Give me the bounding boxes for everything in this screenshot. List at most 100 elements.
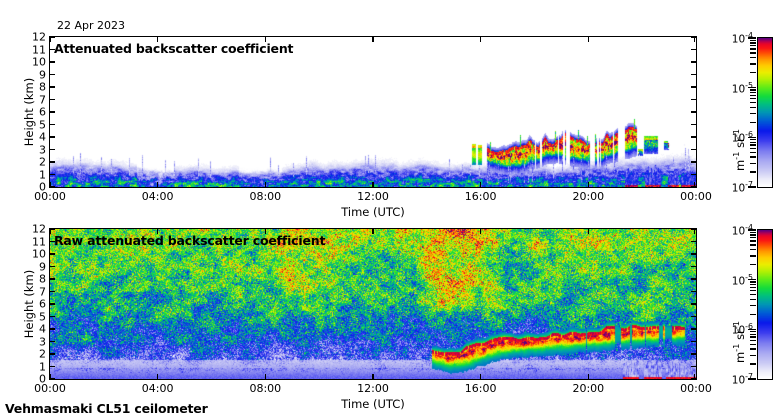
- colorbar-tick-label-1-0: 10-4: [731, 222, 753, 238]
- colorbar-minor-tick-0-2-3: [750, 162, 756, 164]
- colorbar-minor-tick-1-0-3: [750, 255, 756, 257]
- colorbar-major-tick-0-1: [748, 87, 756, 89]
- y-tick-label-1-2: 2: [39, 347, 46, 361]
- x-tick-label-1-6: 00:00: [680, 382, 712, 395]
- colorbar-minor-tick-1-1-2: [750, 313, 756, 316]
- x-tick-label-1-4: 16:00: [464, 382, 497, 395]
- y-tick-label-1-0: 0: [39, 372, 46, 386]
- colorbar-minor-tick-1-1-3: [750, 305, 756, 307]
- colorbar-minor-tick-0-0-9: [750, 39, 756, 41]
- colorbar-tick-label-1-2: 10-6: [731, 322, 753, 337]
- colorbar-minor-tick-0-1-4: [750, 106, 756, 109]
- colorbar-minor-tick-0-0-8: [750, 42, 756, 44]
- colorbar-minor-tick-1-0-7: [750, 237, 756, 239]
- colorbar-major-tick-1-0: [748, 229, 756, 231]
- y-axis-label-bottom: Height (km): [22, 269, 36, 339]
- x-tick-label-1-3: 12:00: [357, 382, 389, 395]
- x-tick-label-0-2: 08:00: [249, 190, 282, 203]
- y-tick-label-0-10: 10: [32, 55, 46, 69]
- colorbar-tick-label-0-3: 10-7: [731, 179, 753, 195]
- colorbar-minor-tick-1-2-3: [750, 354, 756, 356]
- colorbar-minor-tick-0-1-9: [750, 89, 756, 91]
- colorbar-unit-label-1: m-1 sr-1: [731, 320, 747, 364]
- colorbar-minor-tick-0-0-5: [750, 52, 756, 54]
- colorbar-minor-tick-0-1-7: [750, 94, 756, 97]
- x-tick-label-1-2: 08:00: [249, 382, 282, 395]
- colorbar-minor-tick-0-2-7: [750, 144, 756, 146]
- footer-caption: Vehmasmaki CL51 ceilometer: [5, 401, 208, 416]
- x-tick-label-1-5: 20:00: [572, 382, 605, 395]
- colorbar-minor-tick-1-2-6: [750, 339, 756, 342]
- colorbar-minor-tick-1-1-5: [750, 294, 756, 296]
- colorbar-unit-label-0: m-1 sr-1: [731, 128, 747, 172]
- colorbar-minor-tick-1-1-4: [750, 298, 756, 301]
- colorbar-minor-tick-0-2-5: [750, 151, 756, 153]
- colorbar-minor-tick-0-0-7: [750, 45, 756, 47]
- colorbar-top: [757, 37, 773, 188]
- x-axis-label-top: Time (UTC): [341, 205, 405, 219]
- colorbar-minor-tick-1-1-9: [750, 281, 756, 283]
- y-tick-label-1-1: 1: [39, 360, 46, 373]
- colorbar-minor-tick-1-2-8: [750, 333, 756, 335]
- colorbar-minor-tick-1-1-6: [750, 290, 756, 292]
- colorbar-minor-tick-0-2-2: [750, 171, 756, 173]
- colorbar-tick-label-1-3: 10-7: [731, 371, 753, 387]
- heatmap-raw-attenuated-backscatter: [50, 229, 696, 379]
- colorbar-major-tick-1-1: [748, 279, 756, 281]
- y-tick-label-0-1: 1: [39, 168, 46, 181]
- colorbar-minor-tick-0-2-4: [750, 156, 756, 158]
- colorbar-minor-tick-1-0-5: [750, 244, 756, 246]
- colorbar-minor-tick-0-2-6: [750, 147, 756, 150]
- y-tick-label-0-11: 11: [32, 43, 46, 56]
- colorbar-minor-tick-0-1-6: [750, 98, 756, 100]
- colorbar-minor-tick-1-0-4: [750, 249, 756, 251]
- y-tick-label-0-12: 12: [32, 30, 46, 44]
- x-tick-label-1-0: 00:00: [34, 382, 66, 395]
- date-label: 22 Apr 2023: [57, 19, 126, 32]
- x-tick-label-0-1: 04:00: [141, 190, 174, 203]
- colorbar-minor-tick-1-1-8: [750, 283, 756, 286]
- y-axis-label-top: Height (km): [22, 77, 36, 147]
- colorbar-major-tick-1-2: [748, 328, 756, 331]
- colorbar-minor-tick-1-2-5: [750, 343, 756, 345]
- colorbar-minor-tick-1-2-9: [750, 331, 756, 333]
- colorbar-minor-tick-1-1-7: [750, 286, 756, 289]
- colorbar-minor-tick-0-1-2: [750, 121, 756, 124]
- colorbar-major-tick-0-3: [748, 186, 756, 188]
- colorbar-minor-tick-1-0-2: [750, 264, 756, 266]
- colorbar-minor-tick-1-2-2: [750, 363, 756, 365]
- x-axis-label-bottom: Time (UTC): [341, 397, 405, 411]
- colorbar-tick-label-1-1: 10-5: [731, 272, 753, 287]
- colorbar-minor-tick-0-1-3: [750, 113, 756, 115]
- colorbar-major-tick-0-2: [748, 136, 756, 139]
- colorbar-minor-tick-1-0-8: [750, 234, 756, 236]
- colorbar-minor-tick-0-0-3: [750, 63, 756, 65]
- x-tick-label-0-3: 12:00: [357, 190, 389, 203]
- y-tick-label-1-11: 11: [32, 235, 46, 248]
- colorbar-tick-label-0-1: 10-5: [731, 80, 753, 95]
- y-tick-label-0-0: 0: [39, 180, 46, 194]
- x-tick-label-0-0: 00:00: [34, 190, 66, 203]
- x-tick-label-0-5: 20:00: [572, 190, 605, 203]
- x-tick-label-1-1: 04:00: [141, 382, 174, 395]
- colorbar-tick-label-0-2: 10-6: [731, 130, 753, 145]
- colorbar-minor-tick-0-1-5: [750, 102, 756, 104]
- colorbar-minor-tick-1-0-6: [750, 240, 756, 242]
- colorbar-major-tick-1-3: [748, 378, 756, 380]
- colorbar-minor-tick-1-2-4: [750, 348, 756, 350]
- x-tick-label-0-6: 00:00: [680, 190, 712, 203]
- colorbar-minor-tick-0-0-6: [750, 48, 756, 50]
- colorbar-minor-tick-0-0-4: [750, 57, 756, 59]
- colorbar-bottom: [757, 229, 773, 380]
- colorbar-minor-tick-0-2-8: [750, 141, 756, 143]
- heatmap-attenuated-backscatter: [50, 37, 696, 187]
- plot-frame-raw-attenuated-backscatter: [49, 228, 697, 380]
- colorbar-minor-tick-0-0-2: [750, 72, 756, 74]
- y-tick-label-0-2: 2: [39, 155, 46, 169]
- x-tick-label-0-4: 16:00: [464, 190, 497, 203]
- plot-frame-attenuated-backscatter: [49, 36, 697, 188]
- colorbar-minor-tick-1-2-7: [750, 336, 756, 338]
- colorbar-minor-tick-1-0-9: [750, 231, 756, 233]
- panel-title-raw-attenuated-backscatter: Raw attenuated backscatter coefficient: [54, 233, 326, 248]
